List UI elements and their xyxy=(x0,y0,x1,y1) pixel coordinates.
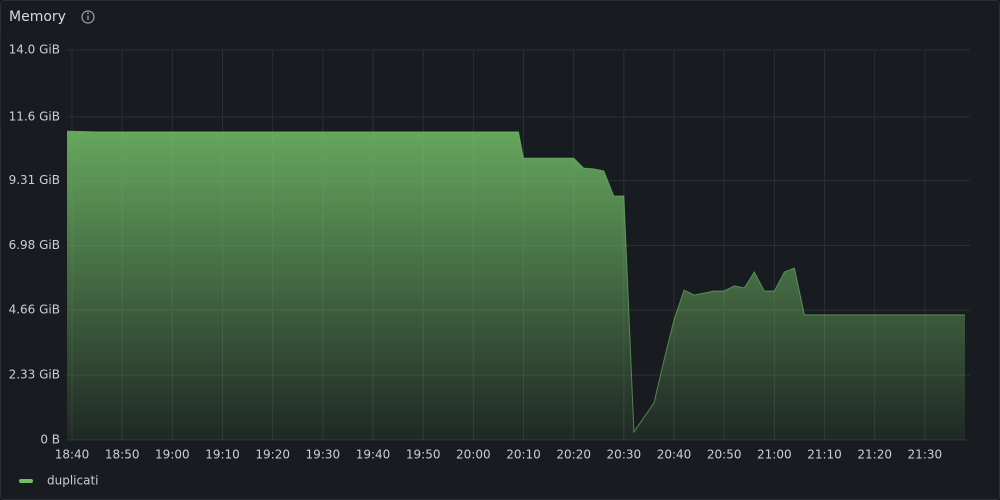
x-tick-label: 18:50 xyxy=(105,448,140,462)
x-tick-label: 20:10 xyxy=(506,448,541,462)
y-tick-label: 14.0 GiB xyxy=(9,43,60,57)
y-tick-label: 6.98 GiB xyxy=(9,238,60,252)
x-tick-label: 19:00 xyxy=(155,448,190,462)
x-tick-label: 19:30 xyxy=(306,448,341,462)
x-tick-label: 21:30 xyxy=(908,448,943,462)
x-tick-label: 20:50 xyxy=(707,448,742,462)
x-tick-label: 19:10 xyxy=(205,448,240,462)
x-tick-label: 21:10 xyxy=(807,448,842,462)
legend-swatch xyxy=(19,479,33,483)
area-line xyxy=(66,130,965,434)
info-icon[interactable] xyxy=(81,10,95,24)
x-tick-label: 20:30 xyxy=(607,448,642,462)
x-tick-label: 20:20 xyxy=(556,448,591,462)
panel-title: Memory xyxy=(9,9,66,25)
x-tick-label: 20:40 xyxy=(657,448,692,462)
legend-item[interactable]: duplicati xyxy=(19,474,99,488)
x-tick-label: 21:20 xyxy=(857,448,892,462)
y-tick-label: 4.66 GiB xyxy=(9,303,60,317)
x-tick-label: 19:20 xyxy=(255,448,290,462)
y-tick-label: 2.33 GiB xyxy=(9,368,60,382)
x-tick-label: 19:50 xyxy=(406,448,441,462)
x-tick-label: 18:40 xyxy=(55,448,90,462)
y-tick-label: 0 B xyxy=(40,433,60,447)
x-tick-label: 21:00 xyxy=(757,448,792,462)
x-tick-label: 20:00 xyxy=(456,448,491,462)
legend-label: duplicati xyxy=(47,474,99,488)
y-tick-label: 11.6 GiB xyxy=(9,109,60,123)
y-tick-label: 9.31 GiB xyxy=(9,173,60,187)
area xyxy=(67,131,965,440)
x-tick-label: 19:40 xyxy=(356,448,391,462)
